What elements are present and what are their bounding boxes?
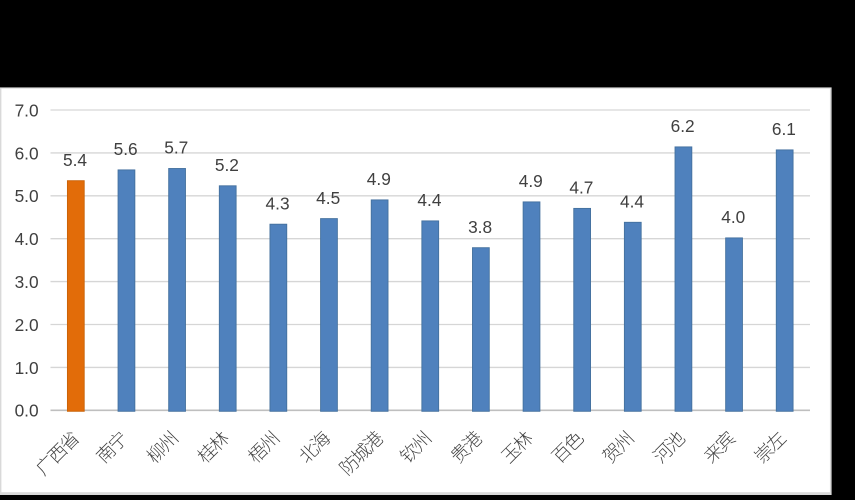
svg-text:6.2: 6.2 bbox=[671, 116, 695, 136]
svg-text:1.0: 1.0 bbox=[15, 358, 39, 378]
svg-text:6.1: 6.1 bbox=[772, 119, 796, 139]
svg-text:4.5: 4.5 bbox=[316, 188, 340, 208]
svg-text:5.4: 5.4 bbox=[63, 150, 87, 170]
svg-text:5.7: 5.7 bbox=[164, 138, 188, 158]
svg-text:6.0: 6.0 bbox=[15, 143, 39, 163]
svg-text:5.0: 5.0 bbox=[15, 186, 39, 206]
svg-text:4.4: 4.4 bbox=[620, 192, 644, 212]
svg-text:3.0: 3.0 bbox=[15, 272, 39, 292]
svg-text:5.2: 5.2 bbox=[215, 155, 239, 175]
svg-text:4.0: 4.0 bbox=[15, 229, 39, 249]
svg-text:4.9: 4.9 bbox=[519, 171, 543, 191]
svg-text:4.3: 4.3 bbox=[266, 193, 290, 213]
svg-text:5.6: 5.6 bbox=[114, 139, 138, 159]
svg-text:4.0: 4.0 bbox=[721, 207, 745, 227]
svg-text:2.0: 2.0 bbox=[15, 315, 39, 335]
svg-text:4.7: 4.7 bbox=[569, 178, 593, 198]
svg-text:7.0: 7.0 bbox=[15, 100, 39, 120]
svg-text:4.4: 4.4 bbox=[417, 190, 441, 210]
svg-text:3.8: 3.8 bbox=[468, 217, 492, 237]
svg-text:4.9: 4.9 bbox=[367, 169, 391, 189]
svg-text:0.0: 0.0 bbox=[15, 401, 39, 421]
